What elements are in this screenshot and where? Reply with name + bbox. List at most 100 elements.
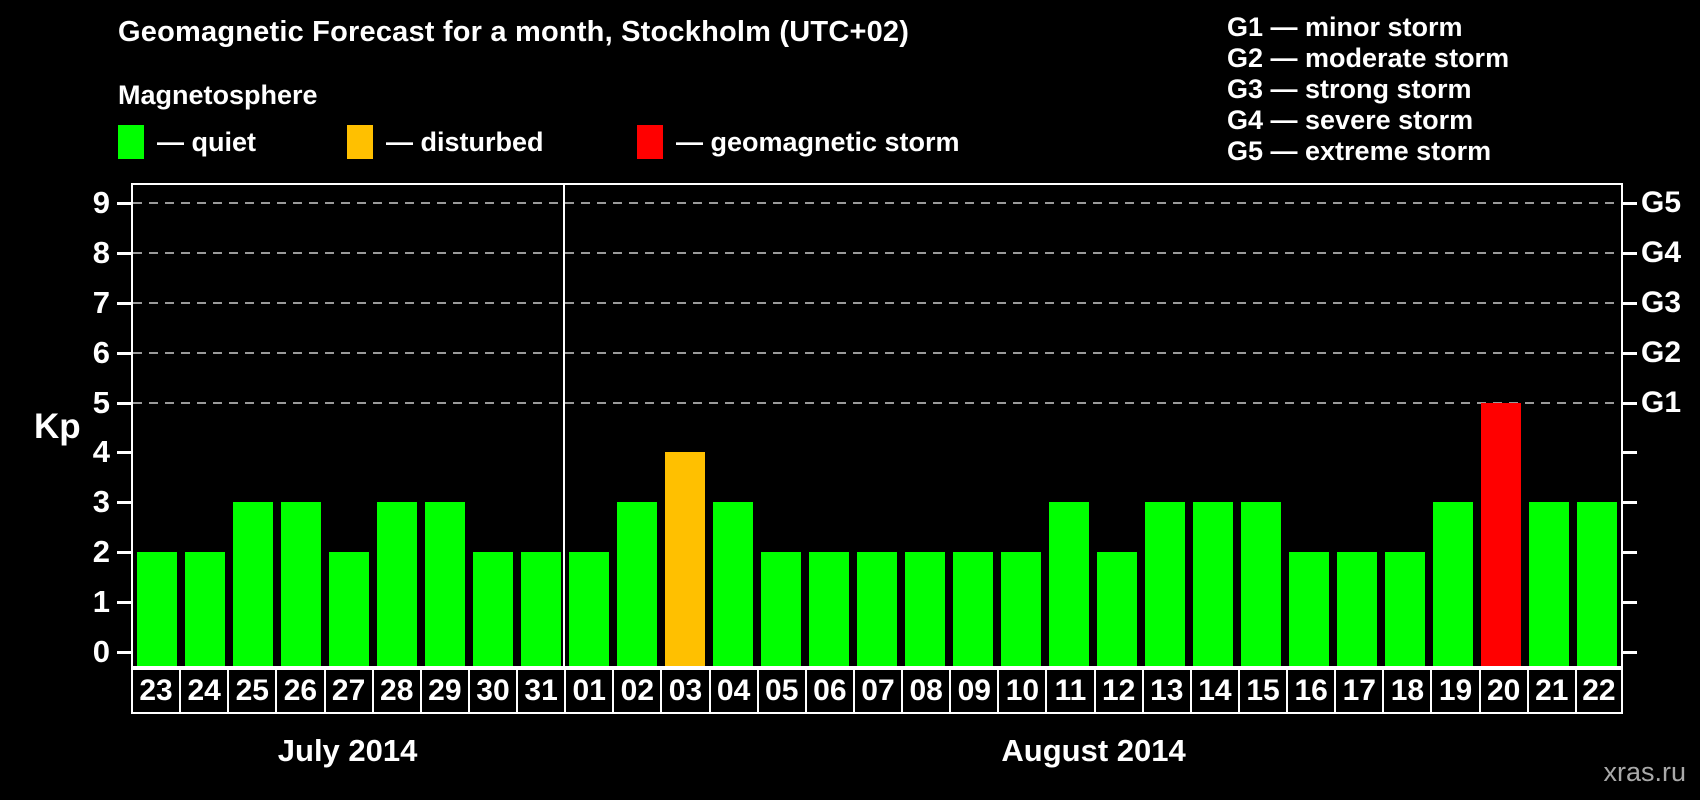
legend-item-disturbed: — disturbed (347, 123, 544, 161)
month-separator-line (563, 185, 566, 666)
storm-scale-legend-item: G2 — moderate storm (1227, 43, 1510, 73)
y-axis-tick-label: 9 (92, 184, 110, 220)
kp-bar (809, 552, 849, 666)
day-label: 08 (901, 668, 952, 714)
kp-bar (1337, 552, 1377, 666)
kp-bar (1577, 502, 1617, 666)
y-axis-tick-label: 6 (92, 334, 110, 370)
day-label: 01 (564, 668, 615, 714)
kp-bar (761, 552, 801, 666)
day-label: 24 (179, 668, 230, 714)
kp-bar (569, 552, 609, 666)
day-label: 17 (1334, 668, 1385, 714)
day-label: 20 (1478, 668, 1529, 714)
y-axis-tick-left (117, 401, 131, 405)
storm-color-swatch-icon (637, 125, 663, 159)
quiet-color-swatch-icon (118, 125, 144, 159)
y-axis-tick-left (117, 601, 131, 605)
gridline-kp5 (133, 401, 1621, 404)
storm-scale-legend-item: G1 — minor storm (1227, 12, 1463, 42)
kp-bar (185, 552, 225, 666)
g-scale-label: G4 (1641, 235, 1682, 269)
day-label: 19 (1430, 668, 1481, 714)
y-axis-tick-right (1623, 201, 1637, 205)
y-axis-tick-label: 8 (92, 234, 110, 270)
y-axis-tick-right (1623, 651, 1637, 654)
kp-bar (1289, 552, 1329, 666)
y-axis-tick-left (117, 501, 131, 505)
day-label: 31 (516, 668, 567, 714)
day-label: 30 (467, 668, 519, 714)
y-axis-tick-right (1623, 401, 1637, 405)
kp-bar (1097, 552, 1137, 666)
kp-bar (473, 552, 513, 666)
legend-item-label: — disturbed (386, 126, 544, 157)
y-axis-tick-label: 3 (92, 484, 110, 520)
day-label: 09 (949, 668, 1000, 714)
kp-bar (233, 502, 273, 666)
day-label: 05 (756, 668, 807, 714)
kp-bar (137, 552, 177, 666)
day-label: 14 (1189, 668, 1240, 714)
y-axis-tick-right (1623, 451, 1637, 455)
day-label: 02 (612, 668, 663, 714)
kp-bar (1481, 402, 1521, 666)
kp-bar (1529, 502, 1569, 666)
y-axis-tick-left (117, 451, 131, 455)
day-label: 28 (371, 668, 422, 714)
day-label: 21 (1526, 668, 1577, 714)
gridline-kp9 (133, 201, 1621, 204)
day-label: 03 (660, 668, 711, 714)
kp-bar (329, 552, 369, 666)
day-label: 04 (708, 668, 759, 714)
y-axis-tick-left (117, 551, 131, 555)
day-label: 11 (1045, 668, 1096, 714)
chart-title: Geomagnetic Forecast for a month, Stockh… (118, 16, 910, 48)
kp-bar (425, 502, 465, 666)
kp-bar (1433, 502, 1473, 666)
kp-bar (521, 552, 561, 666)
y-axis-tick-right (1623, 301, 1637, 305)
kp-bar (1049, 502, 1089, 666)
kp-bar (665, 452, 705, 666)
day-label: 22 (1574, 668, 1623, 714)
magnetosphere-legend-title: Magnetosphere (118, 80, 318, 110)
y-axis-tick-label: 1 (92, 584, 110, 620)
storm-scale-legend-item: G5 — extreme storm (1227, 136, 1492, 166)
kp-bar (377, 502, 417, 666)
legend-item-storm: — geomagnetic storm (637, 123, 960, 161)
y-axis-title: Kp (34, 407, 81, 446)
y-axis-tick-right (1623, 601, 1637, 605)
day-label: 25 (227, 668, 278, 714)
gridline-kp7 (133, 301, 1621, 304)
day-label: 13 (1141, 668, 1192, 714)
y-axis-tick-right (1623, 351, 1637, 355)
storm-scale-legend-item: G4 — severe storm (1227, 105, 1474, 135)
g-scale-label: G1 (1641, 385, 1682, 419)
watermark: xras.ru (1603, 757, 1686, 787)
kp-bar (857, 552, 897, 666)
y-axis-tick-right (1623, 551, 1637, 555)
kp-bar (617, 502, 657, 666)
plot-area (131, 183, 1623, 668)
y-axis-tick-label: 4 (92, 434, 110, 470)
kp-bar (1241, 502, 1281, 666)
kp-bar (1193, 502, 1233, 666)
kp-bar (1385, 552, 1425, 666)
day-label: 12 (1093, 668, 1144, 714)
y-axis-tick-label: 2 (92, 534, 110, 570)
legend-item-label: — geomagnetic storm (676, 126, 960, 157)
storm-scale-legend-item: G3 — strong storm (1227, 74, 1472, 104)
y-axis-tick-label: 7 (92, 284, 110, 320)
y-axis-tick-left (117, 301, 131, 305)
month-label: August 2014 (1001, 733, 1186, 768)
day-label: 26 (275, 668, 326, 714)
day-label: 15 (1237, 668, 1289, 714)
kp-bar (713, 502, 753, 666)
day-label: 27 (323, 668, 374, 714)
storm-scale-legend: G1 — minor storm G2 — moderate storm G3 — … (1227, 12, 1509, 167)
g-scale-label: G2 (1641, 335, 1682, 369)
kp-bar (1145, 502, 1185, 666)
y-axis-tick-left (117, 651, 131, 654)
